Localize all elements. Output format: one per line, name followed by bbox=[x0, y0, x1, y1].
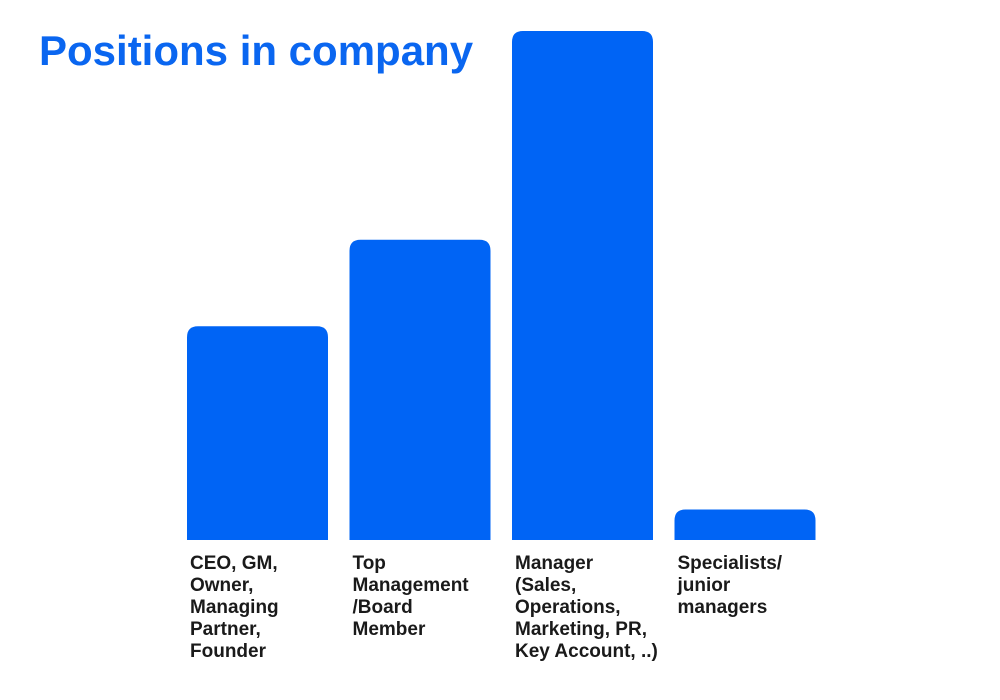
category-label-line: (Sales, bbox=[515, 575, 576, 596]
bar-2 bbox=[349, 239, 491, 540]
category-label-line: Specialists/ bbox=[678, 553, 783, 574]
category-label-3: Manager (Sales, Operations, Marketing, PR, K… bbox=[515, 553, 658, 662]
category-label-line: Founder bbox=[190, 641, 267, 662]
category-label-line: CEO, GM, bbox=[190, 553, 278, 574]
category-label-line: Member bbox=[353, 619, 426, 640]
category-label-line: Managing bbox=[190, 597, 279, 618]
category-label-line: Management bbox=[353, 575, 470, 596]
bar-1 bbox=[187, 326, 328, 540]
bar-3 bbox=[512, 31, 653, 540]
category-label-2: Top Management/Board Member bbox=[353, 553, 470, 640]
bars-group bbox=[187, 31, 816, 540]
category-label-line: Operations, bbox=[515, 597, 621, 618]
category-label-line: Marketing, PR, bbox=[515, 619, 647, 640]
category-label-4: Specialists/junior managers bbox=[677, 553, 783, 618]
category-labels-group: CEO, GM, Owner, Managing Partner, Founder Top… bbox=[190, 553, 783, 662]
bar-4 bbox=[674, 509, 816, 540]
category-label-line: /Board bbox=[353, 597, 413, 618]
category-label-line: managers bbox=[678, 597, 768, 618]
category-label-line: junior bbox=[677, 575, 731, 596]
category-label-line: Partner, bbox=[190, 619, 261, 640]
category-label-line: Top bbox=[353, 553, 386, 574]
category-label-line: Owner, bbox=[190, 575, 253, 596]
category-label-line: Key Account, ..) bbox=[515, 641, 658, 662]
category-label-line: Manager bbox=[515, 553, 594, 574]
category-label-1: CEO, GM, Owner, Managing Partner, Founder bbox=[190, 553, 279, 662]
chart-title: Positions in company bbox=[39, 27, 474, 74]
